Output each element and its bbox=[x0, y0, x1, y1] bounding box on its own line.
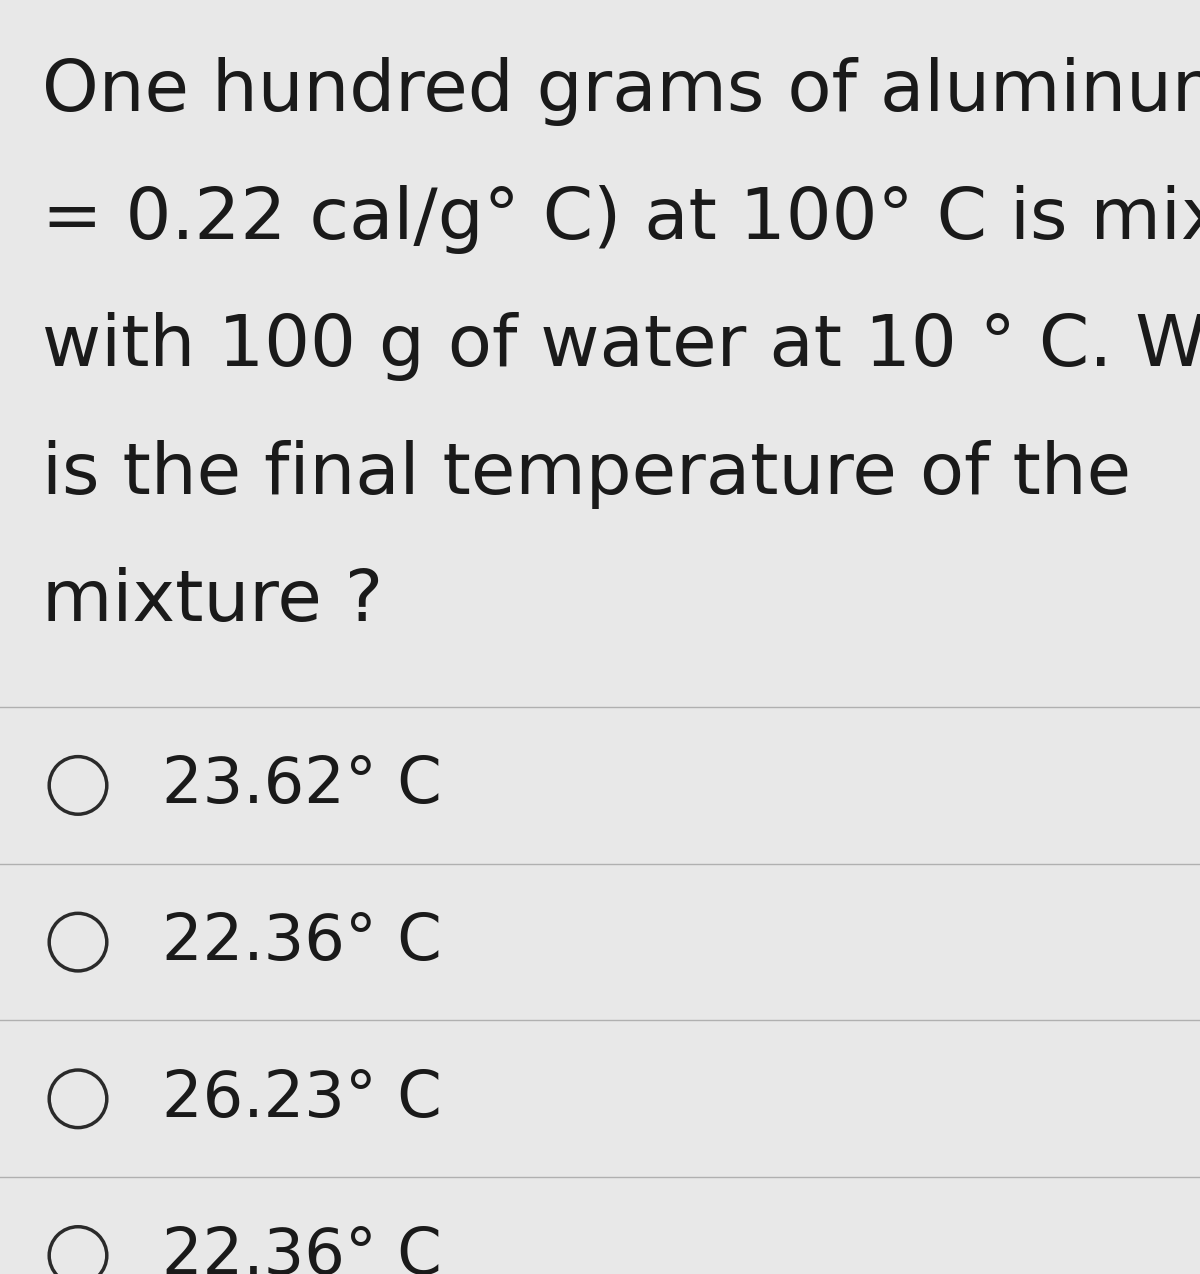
Ellipse shape bbox=[49, 1227, 107, 1274]
Text: 22.36° C: 22.36° C bbox=[162, 911, 442, 973]
Text: with 100 g of water at 10 ° C. What: with 100 g of water at 10 ° C. What bbox=[42, 312, 1200, 381]
Ellipse shape bbox=[49, 913, 107, 971]
Ellipse shape bbox=[49, 757, 107, 814]
Text: 22.36° C: 22.36° C bbox=[162, 1224, 442, 1274]
Text: 23.62° C: 23.62° C bbox=[162, 754, 442, 817]
Ellipse shape bbox=[49, 1070, 107, 1127]
Text: 26.23° C: 26.23° C bbox=[162, 1068, 442, 1130]
Text: = 0.22 cal/g° C) at 100° C is mixed: = 0.22 cal/g° C) at 100° C is mixed bbox=[42, 185, 1200, 254]
Text: One hundred grams of aluminum (c: One hundred grams of aluminum (c bbox=[42, 57, 1200, 126]
Text: mixture ?: mixture ? bbox=[42, 567, 383, 636]
Text: is the final temperature of the: is the final temperature of the bbox=[42, 440, 1132, 508]
